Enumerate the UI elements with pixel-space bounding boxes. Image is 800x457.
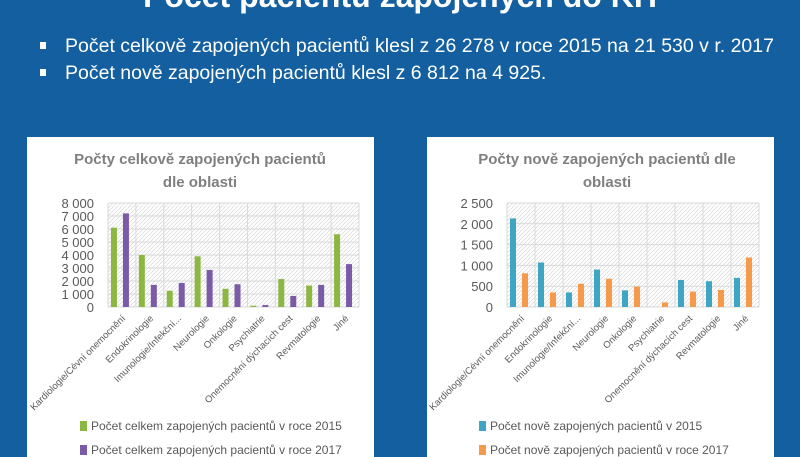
legend-swatch (479, 445, 486, 455)
bar (194, 256, 201, 307)
y-tick-label: 500 (471, 279, 493, 294)
y-tick-label: 4 000 (61, 248, 94, 263)
bar (690, 291, 696, 307)
y-tick-label: 1 000 (460, 258, 493, 273)
legend-label: Počet nově zapojených pacientů v 2015 (490, 419, 702, 433)
bar (634, 286, 640, 307)
bar (662, 302, 668, 307)
bar (222, 288, 229, 307)
chart-title: Počty nově zapojených pacientů dle (478, 151, 736, 168)
bar (110, 227, 117, 307)
legend-swatch (80, 445, 87, 455)
plot-area (507, 203, 759, 307)
bar (122, 213, 129, 307)
y-tick-label: 3 000 (61, 261, 94, 276)
y-tick-label: 2 000 (61, 274, 94, 289)
y-tick-label: 2 000 (460, 217, 493, 232)
y-tick-label: 2 500 (460, 196, 493, 211)
y-tick-label: 0 (486, 300, 493, 315)
bar (234, 284, 241, 307)
bar (290, 295, 297, 307)
bar (578, 283, 584, 307)
bullet-list: Počet celkově zapojených pacientů klesl … (40, 33, 774, 87)
bullet-item: Počet celkově zapojených pacientů klesl … (40, 33, 774, 60)
x-tick-label: Jiné (731, 313, 751, 333)
bar (678, 279, 684, 307)
y-tick-label: 7 000 (61, 209, 94, 224)
x-tick-label: Jiné (331, 313, 351, 333)
bar (522, 273, 528, 307)
legend-label: Počet nově zapojených pacientů v roce 20… (490, 443, 729, 457)
bar (346, 264, 353, 307)
y-tick-label: 0 (87, 300, 94, 315)
chart-title: dle oblasti (163, 174, 237, 191)
legend-label: Počet celkem zapojených pacientů v roce … (91, 443, 342, 457)
y-tick-label: 1 500 (460, 238, 493, 253)
chart-title: oblasti (583, 174, 631, 191)
slide-title: Počet pacientů zapojených do KH (0, 0, 800, 15)
bar (306, 285, 313, 307)
bar (550, 292, 556, 307)
chart-total-patients: Počty celkově zapojených pacientů dle obl… (27, 137, 374, 457)
bar (150, 284, 157, 307)
bullet-item: Počet nově zapojených pacientů klesl z 6… (40, 60, 774, 87)
bar (734, 277, 740, 307)
bar (250, 305, 257, 307)
bar (594, 269, 600, 307)
y-tick-label: 1 000 (61, 287, 94, 302)
bar (538, 262, 544, 307)
legend-swatch (479, 421, 486, 431)
bar (706, 281, 712, 307)
bar (318, 284, 325, 307)
y-tick-label: 6 000 (61, 222, 94, 237)
bar (334, 234, 341, 307)
bar (262, 305, 269, 307)
chart-new-patients: Počty nově zapojených pacientů dle oblast… (427, 137, 774, 457)
bar (746, 257, 752, 307)
bar (138, 255, 145, 307)
bar (606, 278, 612, 307)
legend-label: Počet celkem zapojených pacientů v roce … (91, 419, 342, 433)
bar (166, 290, 173, 307)
bar (510, 218, 516, 307)
bar (278, 279, 285, 307)
bar (206, 269, 213, 307)
bar (566, 292, 572, 307)
y-tick-label: 8 000 (61, 196, 94, 211)
bar (622, 290, 628, 307)
bar (178, 282, 185, 307)
y-tick-label: 5 000 (61, 235, 94, 250)
legend-swatch (80, 421, 87, 431)
bar (718, 289, 724, 307)
chart-title: Počty celkově zapojených pacientů (74, 151, 326, 168)
